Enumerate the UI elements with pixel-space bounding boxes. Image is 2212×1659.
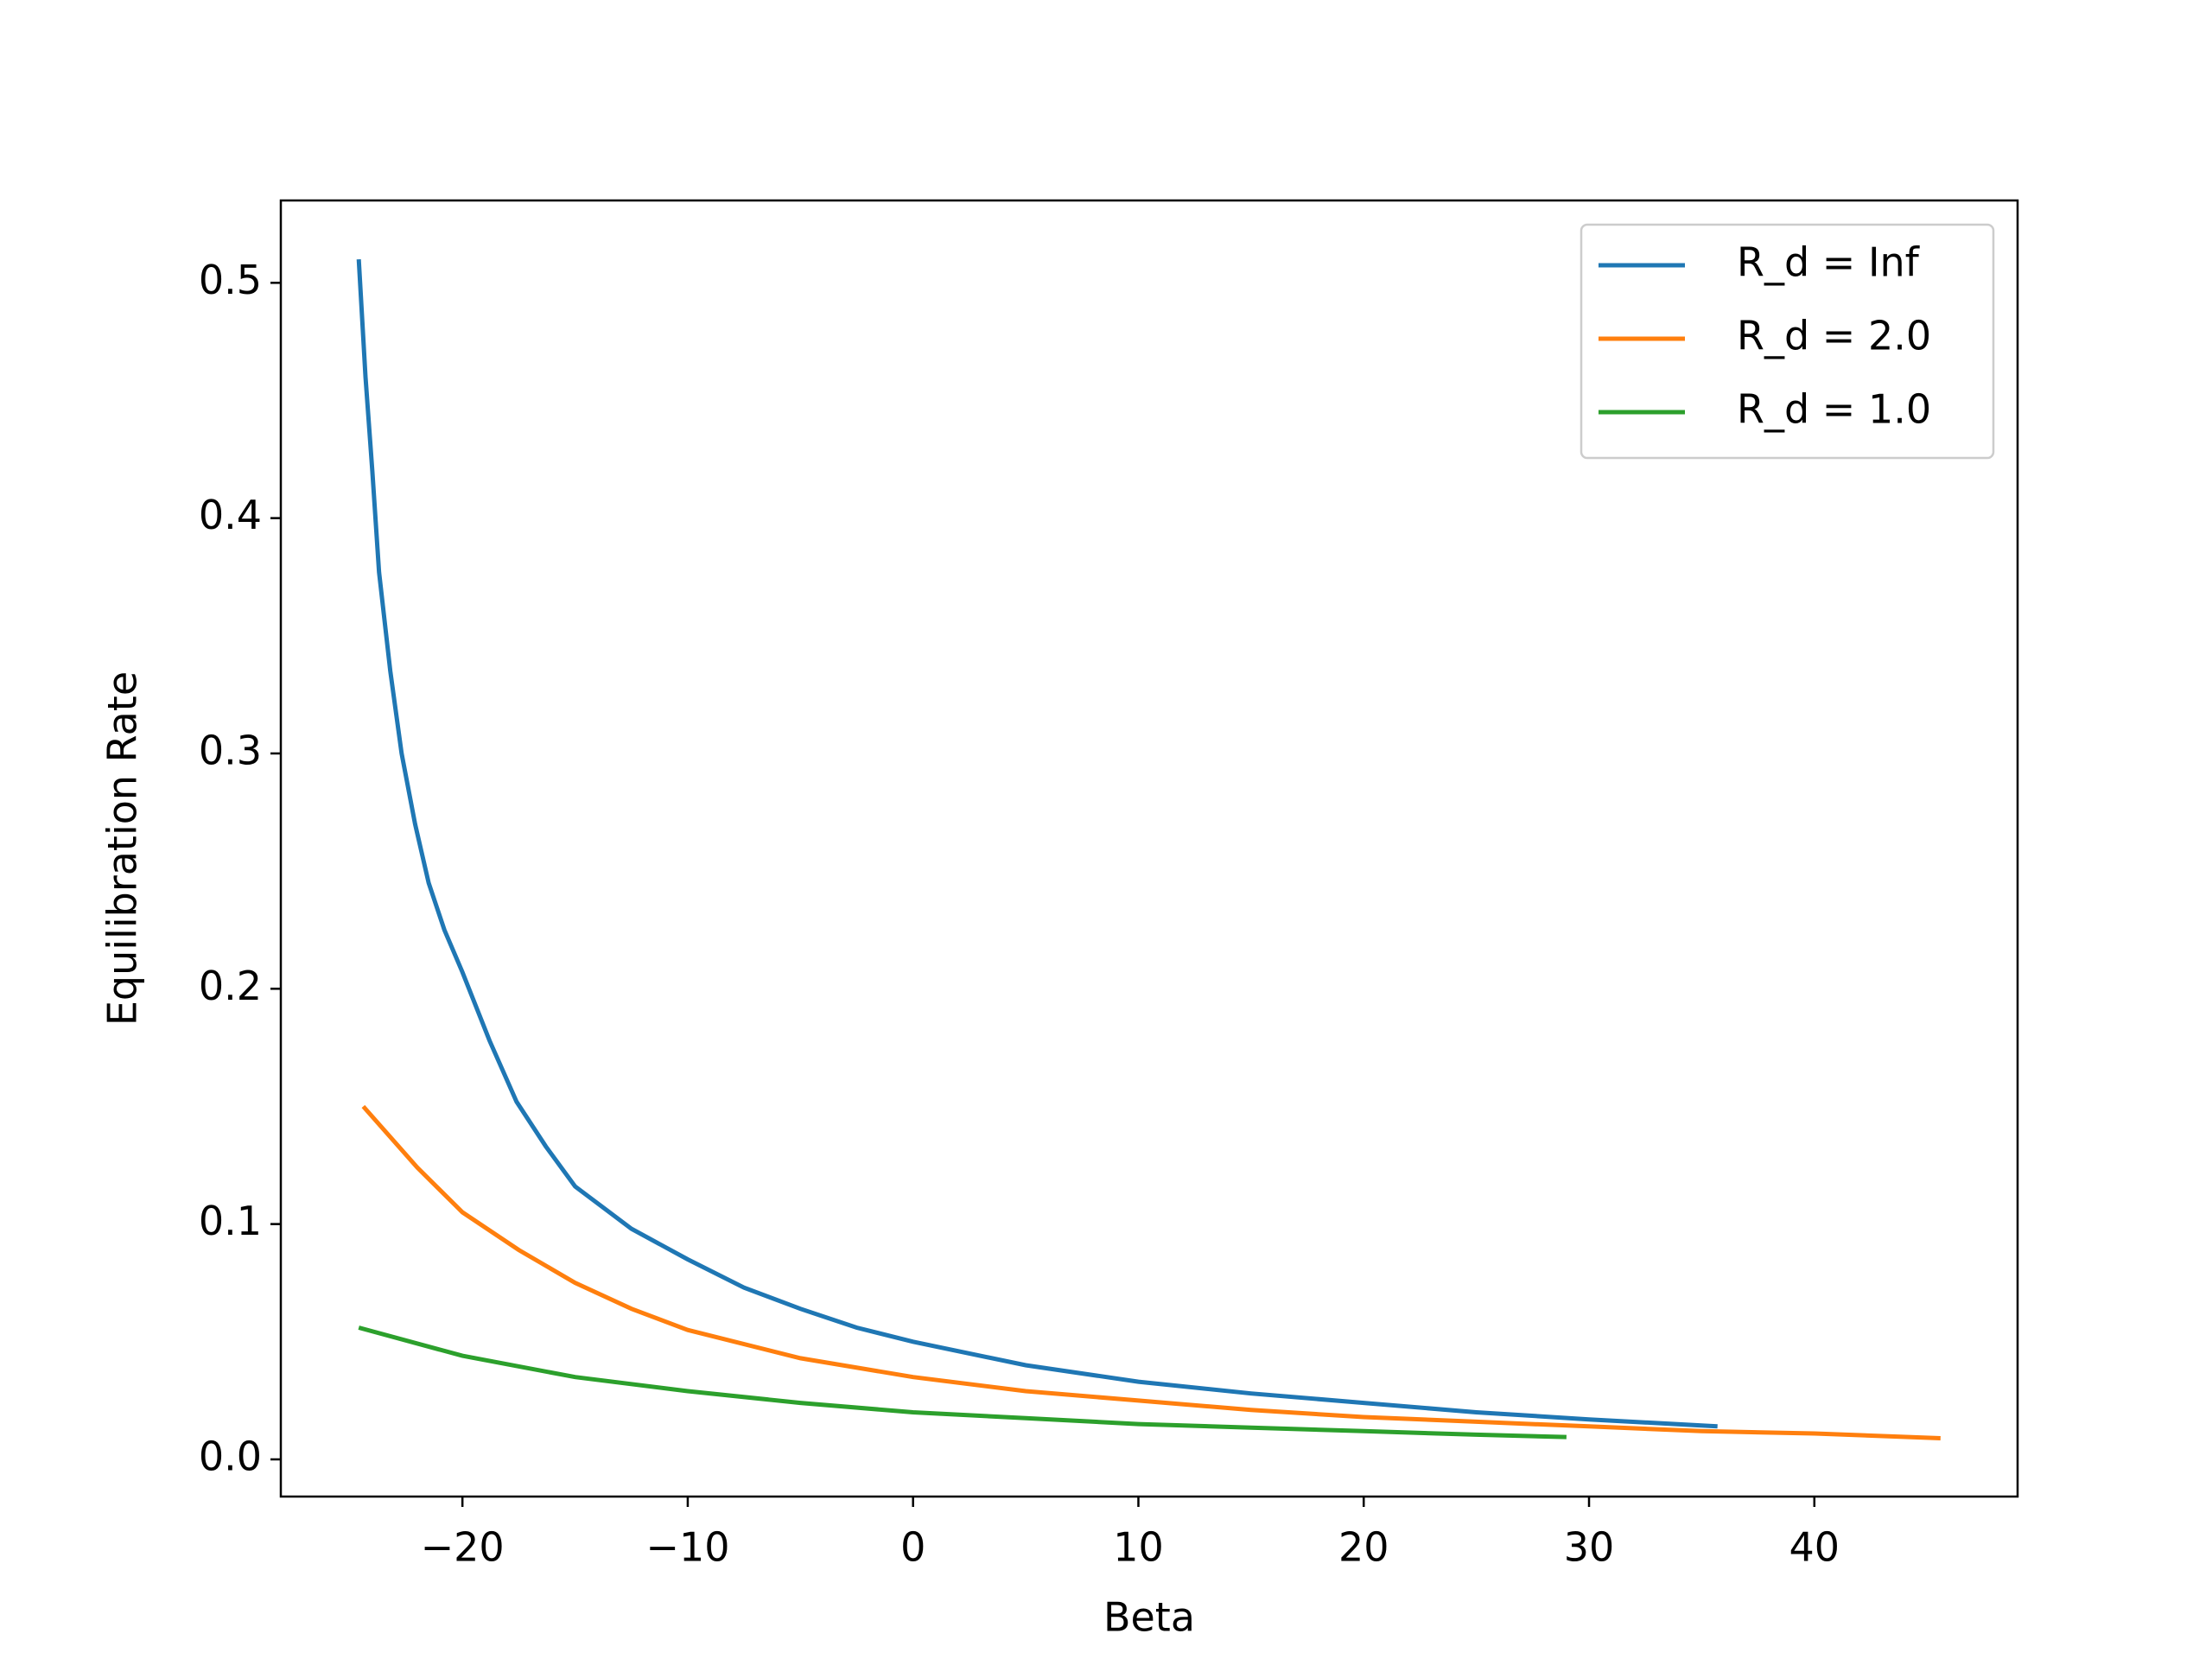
y-tick-label: 0.5 bbox=[199, 257, 262, 303]
y-tick-label: 0.0 bbox=[199, 1433, 262, 1479]
y-tick-label: 0.2 bbox=[199, 963, 262, 1009]
x-axis-label: Beta bbox=[1103, 1594, 1195, 1641]
legend: R_d = Inf R_d = 2.0 R_d = 1.0 bbox=[1580, 223, 1995, 460]
y-tick-label: 0.1 bbox=[199, 1198, 262, 1244]
legend-label: R_d = 1.0 bbox=[1737, 386, 1931, 433]
x-tick-label: 40 bbox=[1789, 1524, 1840, 1571]
y-tick-label: 0.3 bbox=[199, 727, 262, 773]
y-tick-label: 0.4 bbox=[199, 492, 262, 538]
legend-label: R_d = 2.0 bbox=[1737, 313, 1931, 359]
x-tick-label: 30 bbox=[1564, 1524, 1615, 1571]
y-axis-label: Equilibration Rate bbox=[99, 671, 146, 1026]
line-series bbox=[358, 1325, 1567, 1440]
legend-box bbox=[1580, 223, 1995, 460]
line-series bbox=[356, 258, 1718, 1429]
x-tick-label: 20 bbox=[1338, 1524, 1389, 1571]
x-tick-label: −10 bbox=[645, 1524, 729, 1571]
x-tick-label: −20 bbox=[421, 1524, 505, 1571]
x-tick-label: 10 bbox=[1113, 1524, 1164, 1571]
line-series bbox=[361, 1104, 1941, 1440]
plot-frame bbox=[279, 199, 2019, 1498]
x-tick-label: 0 bbox=[900, 1524, 925, 1571]
legend-label: R_d = Inf bbox=[1737, 239, 1921, 286]
